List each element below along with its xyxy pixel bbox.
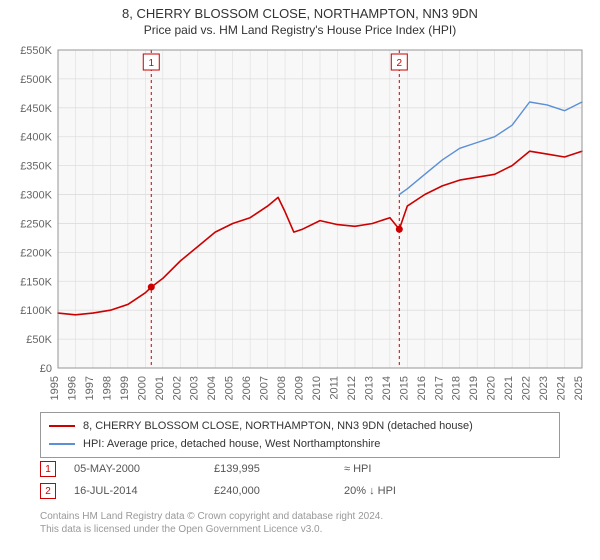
sale-date: 05-MAY-2000 (74, 463, 214, 475)
svg-text:2021: 2021 (503, 376, 515, 400)
svg-text:2018: 2018 (451, 376, 463, 400)
sale-row: 2 16-JUL-2014 £240,000 20% ↓ HPI (40, 480, 560, 502)
chart-subtitle: Price paid vs. HM Land Registry's House … (0, 21, 600, 41)
footer-line: This data is licensed under the Open Gov… (40, 523, 560, 536)
sale-marker-number: 1 (45, 464, 51, 475)
svg-text:£250K: £250K (20, 218, 52, 230)
svg-text:2012: 2012 (346, 376, 358, 400)
svg-text:2003: 2003 (189, 376, 201, 400)
svg-text:2011: 2011 (328, 376, 340, 400)
svg-text:£300K: £300K (20, 190, 52, 202)
svg-text:2016: 2016 (416, 376, 428, 400)
svg-text:£0: £0 (40, 363, 52, 375)
line-chart: £0 £50K £100K £150K £200K £250K £300K £350K £400… (10, 44, 590, 402)
sales-table: 1 05-MAY-2000 £139,995 ≈ HPI 2 16-JUL-20… (40, 458, 560, 502)
svg-text:2002: 2002 (171, 376, 183, 400)
legend-item: 8, CHERRY BLOSSOM CLOSE, NORTHAMPTON, NN… (49, 417, 551, 435)
svg-text:2008: 2008 (276, 376, 288, 400)
svg-text:2020: 2020 (486, 376, 498, 400)
svg-text:2000: 2000 (136, 376, 148, 400)
legend-swatch (49, 443, 75, 445)
svg-text:2007: 2007 (259, 376, 271, 400)
legend-label: 8, CHERRY BLOSSOM CLOSE, NORTHAMPTON, NN… (83, 420, 473, 432)
svg-text:2019: 2019 (468, 376, 480, 400)
svg-text:2010: 2010 (311, 376, 323, 400)
svg-text:£500K: £500K (20, 74, 52, 86)
sale-row: 1 05-MAY-2000 £139,995 ≈ HPI (40, 458, 560, 480)
svg-text:2001: 2001 (154, 376, 166, 400)
svg-text:2006: 2006 (241, 376, 253, 400)
legend: 8, CHERRY BLOSSOM CLOSE, NORTHAMPTON, NN… (40, 412, 560, 458)
svg-text:2005: 2005 (224, 376, 236, 400)
svg-text:£100K: £100K (20, 305, 52, 317)
svg-text:£550K: £550K (20, 45, 52, 57)
svg-text:£50K: £50K (26, 334, 52, 346)
chart-area: £0 £50K £100K £150K £200K £250K £300K £350K £400… (10, 44, 590, 402)
svg-text:1995: 1995 (49, 376, 61, 400)
svg-text:£350K: £350K (20, 161, 52, 173)
svg-text:£400K: £400K (20, 132, 52, 144)
chart-title: 8, CHERRY BLOSSOM CLOSE, NORTHAMPTON, NN… (0, 0, 600, 21)
svg-text:£150K: £150K (20, 276, 52, 288)
svg-text:2025: 2025 (573, 376, 585, 400)
chart-container: 8, CHERRY BLOSSOM CLOSE, NORTHAMPTON, NN… (0, 0, 600, 560)
svg-text:1: 1 (148, 58, 154, 69)
svg-text:2014: 2014 (381, 376, 393, 400)
sale-price: £240,000 (214, 485, 344, 497)
legend-label: HPI: Average price, detached house, West… (83, 438, 380, 450)
svg-text:2022: 2022 (521, 376, 533, 400)
svg-text:2023: 2023 (538, 376, 550, 400)
svg-text:2009: 2009 (294, 376, 306, 400)
sale-marker-icon: 2 (40, 483, 56, 499)
svg-text:2013: 2013 (363, 376, 375, 400)
sale-marker-icon: 1 (40, 461, 56, 477)
sale-hpi: 20% ↓ HPI (344, 485, 464, 497)
svg-text:2004: 2004 (206, 376, 218, 400)
sale-date: 16-JUL-2014 (74, 485, 214, 497)
svg-text:£450K: £450K (20, 103, 52, 115)
svg-text:2024: 2024 (556, 376, 568, 400)
svg-text:£200K: £200K (20, 247, 52, 259)
svg-text:2015: 2015 (398, 376, 410, 400)
svg-text:1999: 1999 (119, 376, 131, 400)
svg-text:1996: 1996 (66, 376, 78, 400)
sale-marker-number: 2 (45, 486, 51, 497)
sale-hpi: ≈ HPI (344, 463, 464, 475)
svg-text:1997: 1997 (84, 376, 96, 400)
svg-text:1998: 1998 (101, 376, 113, 400)
svg-text:2017: 2017 (433, 376, 445, 400)
sale-price: £139,995 (214, 463, 344, 475)
footer-attribution: Contains HM Land Registry data © Crown c… (40, 510, 560, 536)
legend-swatch (49, 425, 75, 427)
legend-item: HPI: Average price, detached house, West… (49, 435, 551, 453)
svg-text:2: 2 (397, 58, 403, 69)
footer-line: Contains HM Land Registry data © Crown c… (40, 510, 560, 523)
